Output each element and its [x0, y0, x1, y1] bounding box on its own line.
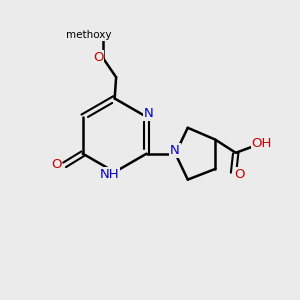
Text: N: N [144, 107, 154, 120]
Text: O: O [51, 158, 62, 171]
Text: N: N [170, 144, 180, 157]
Text: O: O [234, 168, 244, 182]
Text: NH: NH [100, 168, 119, 181]
Text: OH: OH [251, 137, 272, 150]
Text: O: O [93, 51, 104, 64]
Text: methoxy: methoxy [66, 30, 112, 40]
